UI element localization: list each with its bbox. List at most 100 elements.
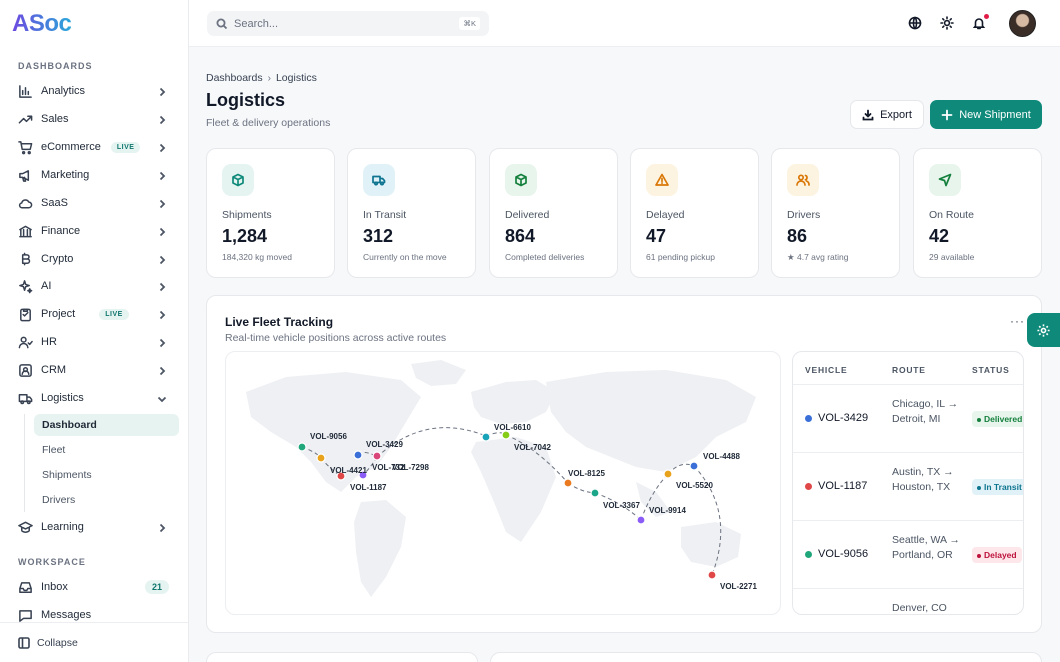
more-options-icon[interactable]: ···: [1010, 314, 1025, 328]
breadcrumb-root[interactable]: Dashboards: [206, 72, 263, 84]
sidebar-subitem-shipments[interactable]: Shipments: [42, 469, 92, 481]
globe-icon[interactable]: [908, 16, 922, 30]
stat-subtext: ★ 4.7 avg rating: [787, 252, 849, 262]
collapse-label: Collapse: [37, 636, 78, 649]
stat-card-delivered: Delivered 864 Completed deliveries: [489, 148, 618, 278]
table-header-divider: [793, 384, 1023, 385]
users-icon: [17, 334, 33, 350]
sidebar-item-learning[interactable]: Learning: [10, 514, 178, 540]
search-shortcut: ⌘K: [459, 17, 480, 30]
map-label: VOL-4421: [330, 466, 367, 475]
map-label: VOL-9056: [310, 432, 347, 441]
vehicle-marker[interactable]: [336, 471, 346, 481]
table-row[interactable]: VOL-1187 Austin, TX → Houston, TX In Tra…: [793, 453, 1023, 521]
vehicle-marker[interactable]: [636, 515, 646, 525]
sidebar-item-ai[interactable]: AI: [10, 273, 178, 299]
megaphone-icon: [17, 167, 33, 183]
sidebar-item-sales[interactable]: Sales: [10, 106, 178, 132]
sidebar-item-ecommerce[interactable]: eCommerce LIVE: [10, 134, 178, 160]
chevron-right-icon: [156, 280, 168, 292]
stat-label: Shipments: [222, 209, 272, 221]
new-shipment-label: New Shipment: [959, 108, 1031, 121]
sidebar-subitem-dashboard[interactable]: Dashboard: [34, 414, 179, 436]
sidebar-item-label: Project: [41, 308, 76, 320]
sidebar-item-crypto[interactable]: Crypto: [10, 246, 178, 272]
stat-label: On Route: [929, 209, 974, 221]
search-box[interactable]: ⌘K: [207, 11, 489, 36]
table-row[interactable]: VOL-9056 Seattle, WA → Portland, OR Dela…: [793, 521, 1023, 589]
vehicle-marker[interactable]: [689, 461, 699, 471]
sidebar-subitem-drivers[interactable]: Drivers: [42, 494, 76, 506]
sidebar-item-saas[interactable]: SaaS: [10, 190, 178, 216]
sidebar-item-label: Analytics: [41, 85, 86, 97]
fleet-map[interactable]: VOL-9056 VOL-3429 VOL-4421 VOL-7298 VOL-…: [225, 351, 781, 615]
chevron-down-icon: [156, 392, 168, 404]
vehicle-marker[interactable]: [372, 451, 382, 461]
sidebar-item-finance[interactable]: Finance: [10, 218, 178, 244]
table-row[interactable]: VOL-3429 Chicago, IL → Detroit, MI Deliv…: [793, 385, 1023, 453]
bar-chart-icon: [17, 83, 33, 99]
sidebar-item-logistics[interactable]: Logistics: [10, 385, 178, 411]
sidebar-item-crm[interactable]: CRM: [10, 357, 178, 383]
chevron-right-icon: [156, 197, 168, 209]
sidebar-item-messages[interactable]: Messages: [10, 602, 178, 628]
settings-fab[interactable]: [1027, 313, 1060, 347]
message-icon: [17, 607, 33, 623]
sidebar-item-hr[interactable]: HR: [10, 329, 178, 355]
route-text: Chicago, IL → Detroit, MI: [892, 398, 959, 425]
vehicle-marker[interactable]: [590, 488, 600, 498]
route-text: Seattle, WA → Portland, OR: [892, 534, 960, 561]
vehicle-marker[interactable]: [297, 442, 307, 452]
sidebar-item-label: Marketing: [41, 169, 90, 181]
new-shipment-button[interactable]: New Shipment: [930, 100, 1042, 129]
app-logo-text: ASoc: [12, 10, 72, 37]
cart-icon: [17, 139, 33, 155]
stat-card-on-route: On Route 42 29 available: [913, 148, 1042, 278]
vehicle-marker[interactable]: [707, 570, 717, 580]
map-label: VOL-3367: [603, 501, 640, 510]
stat-subtext: Completed deliveries: [505, 252, 585, 262]
sidebar-item-inbox[interactable]: Inbox 21: [10, 574, 178, 600]
collapse-button[interactable]: Collapse: [0, 622, 188, 662]
fleet-title: Live Fleet Tracking: [225, 315, 334, 329]
vehicle-marker[interactable]: [481, 432, 491, 442]
graduation-cap-icon: [17, 519, 33, 535]
world-map: VOL-9056 VOL-3429 VOL-4421 VOL-7298 VOL-…: [246, 360, 757, 597]
sidebar-item-analytics[interactable]: Analytics: [10, 78, 178, 104]
map-label: VOL-3429: [366, 440, 403, 449]
breadcrumb-current: Logistics: [275, 72, 317, 84]
export-button[interactable]: Export: [850, 100, 924, 129]
vehicle-marker[interactable]: [501, 430, 511, 440]
download-icon: [862, 109, 880, 121]
stat-value: 47: [646, 226, 667, 246]
map-label: VOL-2271: [720, 582, 757, 591]
sun-icon[interactable]: [940, 16, 954, 30]
chevron-right-icon: [156, 113, 168, 125]
stat-card-shipments: Shipments 1,284 184,320 kg moved: [206, 148, 335, 278]
vehicle-marker[interactable]: [353, 450, 363, 460]
vehicle-marker[interactable]: [316, 453, 326, 463]
bell-icon[interactable]: [972, 16, 986, 30]
vehicle-color-dot: [805, 415, 812, 422]
vehicle-marker[interactable]: [663, 469, 673, 479]
map-label: VOL-4488: [703, 452, 740, 461]
stat-label: Drivers: [787, 209, 821, 221]
map-label: VOL-8125: [568, 469, 605, 478]
bottom-card-right: [490, 652, 1042, 662]
vehicle-marker[interactable]: [563, 478, 573, 488]
vehicle-id: VOL-1187: [818, 480, 868, 492]
stat-label: Delivered: [505, 209, 550, 221]
stat-card-delayed: Delayed 47 61 pending pickup: [630, 148, 759, 278]
app-logo[interactable]: ASoc: [12, 10, 72, 38]
avatar[interactable]: [1009, 10, 1036, 37]
sidebar-item-marketing[interactable]: Marketing: [10, 162, 178, 188]
stat-value: 864: [505, 226, 536, 246]
stat-value: 1,284: [222, 226, 268, 246]
table-row[interactable]: Denver, CO: [793, 589, 1023, 614]
vehicle-marker[interactable]: [358, 470, 368, 480]
sidebar-item-project[interactable]: Project LIVE: [10, 301, 178, 327]
sidebar-subitem-fleet[interactable]: Fleet: [42, 444, 66, 456]
inbox-count-badge: 21: [144, 580, 169, 594]
search-input[interactable]: [234, 17, 454, 30]
sidebar-item-label: Sales: [41, 113, 69, 125]
